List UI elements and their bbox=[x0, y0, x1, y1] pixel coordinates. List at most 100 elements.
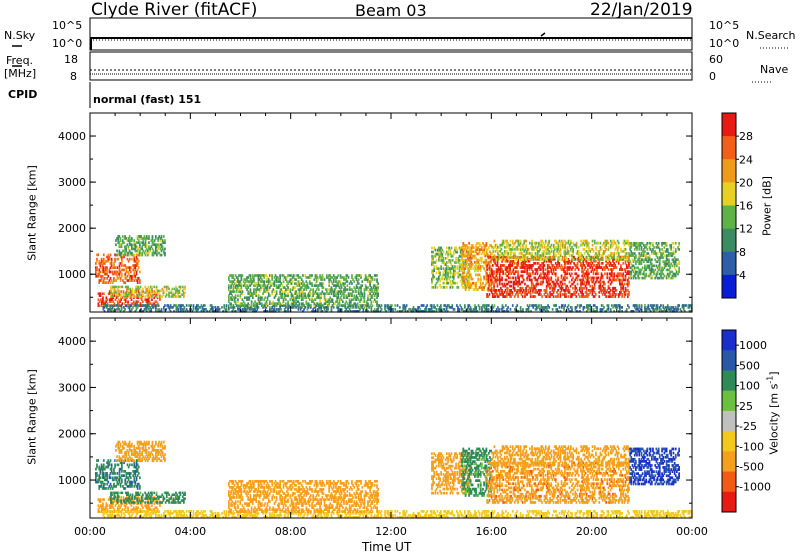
heatmap-cell bbox=[157, 243, 159, 247]
heatmap-cell bbox=[216, 310, 219, 313]
heatmap-cell bbox=[326, 302, 328, 305]
heatmap-cell bbox=[279, 280, 281, 283]
heatmap-cell bbox=[345, 276, 348, 279]
heatmap-cell bbox=[548, 239, 550, 243]
heatmap-cell bbox=[291, 286, 294, 289]
heatmap-cell bbox=[344, 282, 346, 285]
heatmap-cell bbox=[352, 310, 354, 313]
heatmap-cell bbox=[234, 274, 237, 277]
heatmap-cell bbox=[285, 276, 287, 279]
heatmap-cell bbox=[96, 268, 98, 272]
heatmap-cell bbox=[224, 310, 227, 313]
heatmap-cell bbox=[296, 294, 299, 297]
heatmap-cell bbox=[337, 296, 340, 299]
heatmap-cell bbox=[339, 282, 342, 285]
heatmap-cell bbox=[337, 306, 340, 309]
heatmap-cell bbox=[411, 310, 414, 313]
heatmap-cell bbox=[98, 270, 101, 274]
heatmap-cell bbox=[111, 287, 113, 291]
heatmap-cell bbox=[162, 289, 165, 293]
heatmap-cell bbox=[385, 310, 387, 313]
heatmap-cell bbox=[228, 288, 230, 291]
heatmap-cell bbox=[98, 294, 101, 297]
heatmap-cell bbox=[100, 262, 103, 265]
heatmap-cell bbox=[544, 310, 547, 313]
heatmap-cell bbox=[107, 274, 110, 278]
heatmap-cell bbox=[419, 310, 422, 313]
heatmap-cell bbox=[365, 304, 368, 307]
heatmap-cell bbox=[328, 280, 330, 283]
heatmap-cell bbox=[100, 277, 103, 280]
heatmap-cell bbox=[373, 290, 376, 293]
heatmap-cell bbox=[230, 298, 232, 301]
heatmap-cell bbox=[126, 257, 129, 261]
heatmap-cell bbox=[159, 289, 161, 293]
heatmap-cell bbox=[135, 308, 138, 311]
heatmap-cell bbox=[130, 270, 132, 274]
heatmap-cell bbox=[122, 268, 124, 272]
heatmap-cell bbox=[287, 310, 289, 313]
heatmap-cell bbox=[320, 278, 322, 281]
heatmap-cell bbox=[328, 278, 330, 281]
heatmap-cell bbox=[128, 306, 131, 309]
heatmap-cell bbox=[455, 257, 457, 260]
heatmap-cell bbox=[672, 308, 675, 311]
heatmap-cell bbox=[115, 239, 117, 242]
heatmap-cell bbox=[139, 285, 142, 289]
heatmap-cell bbox=[143, 235, 146, 238]
heatmap-cell bbox=[532, 270, 534, 273]
heatmap-cell bbox=[343, 284, 345, 287]
heatmap-cell bbox=[232, 304, 235, 307]
heatmap-cell bbox=[197, 308, 199, 311]
heatmap-cell bbox=[387, 308, 390, 311]
heatmap-cell bbox=[615, 306, 618, 309]
heatmap-cell bbox=[290, 294, 293, 297]
heatmap-cell bbox=[134, 245, 137, 249]
heatmap-cell bbox=[505, 304, 507, 307]
heatmap-cell bbox=[123, 306, 125, 309]
heatmap-cell bbox=[139, 302, 142, 305]
heatmap-cell bbox=[330, 306, 333, 309]
heatmap-cell bbox=[235, 304, 238, 308]
heatmap-cell bbox=[554, 304, 556, 307]
heatmap-cell bbox=[232, 274, 235, 277]
heatmap-cell bbox=[556, 308, 558, 311]
heatmap-cell bbox=[389, 304, 392, 307]
heatmap-cell bbox=[163, 235, 165, 238]
heatmap-cell bbox=[320, 276, 322, 279]
heatmap-cell bbox=[144, 239, 147, 242]
heatmap-cell bbox=[172, 293, 175, 296]
heatmap-cell bbox=[118, 245, 121, 249]
heatmap-cell bbox=[572, 286, 574, 290]
heatmap-cell bbox=[403, 306, 406, 309]
heatmap-cell bbox=[124, 281, 127, 284]
heatmap-cell bbox=[596, 306, 598, 309]
heatmap-cell bbox=[340, 308, 343, 311]
heatmap-cell bbox=[230, 292, 232, 295]
heatmap-cell bbox=[110, 295, 112, 298]
heatmap-cell bbox=[246, 306, 248, 309]
heatmap-cell bbox=[134, 274, 137, 278]
heatmap-cell bbox=[285, 290, 287, 293]
heatmap-cell bbox=[140, 237, 142, 240]
heatmap-cell bbox=[342, 282, 344, 285]
heatmap-cell bbox=[243, 304, 246, 308]
heatmap-cell bbox=[497, 250, 499, 253]
heatmap-cell bbox=[368, 274, 370, 277]
heatmap-cell bbox=[205, 308, 207, 311]
heatmap-cell bbox=[160, 243, 163, 247]
heatmap-cell bbox=[133, 247, 135, 251]
heatmap-cell bbox=[178, 306, 181, 309]
heatmap-cell bbox=[356, 286, 359, 289]
heatmap-cell bbox=[188, 304, 190, 307]
heatmap-cell bbox=[359, 274, 361, 277]
heatmap-cell bbox=[269, 300, 271, 303]
heatmap-cell bbox=[364, 288, 367, 291]
heatmap-cell bbox=[283, 304, 286, 308]
heatmap-cell bbox=[638, 306, 641, 309]
heatmap-cell bbox=[615, 293, 618, 296]
heatmap-cell bbox=[329, 300, 332, 303]
heatmap-cell bbox=[130, 266, 132, 269]
heatmap-cell bbox=[132, 268, 134, 272]
heatmap-cell bbox=[454, 281, 456, 285]
